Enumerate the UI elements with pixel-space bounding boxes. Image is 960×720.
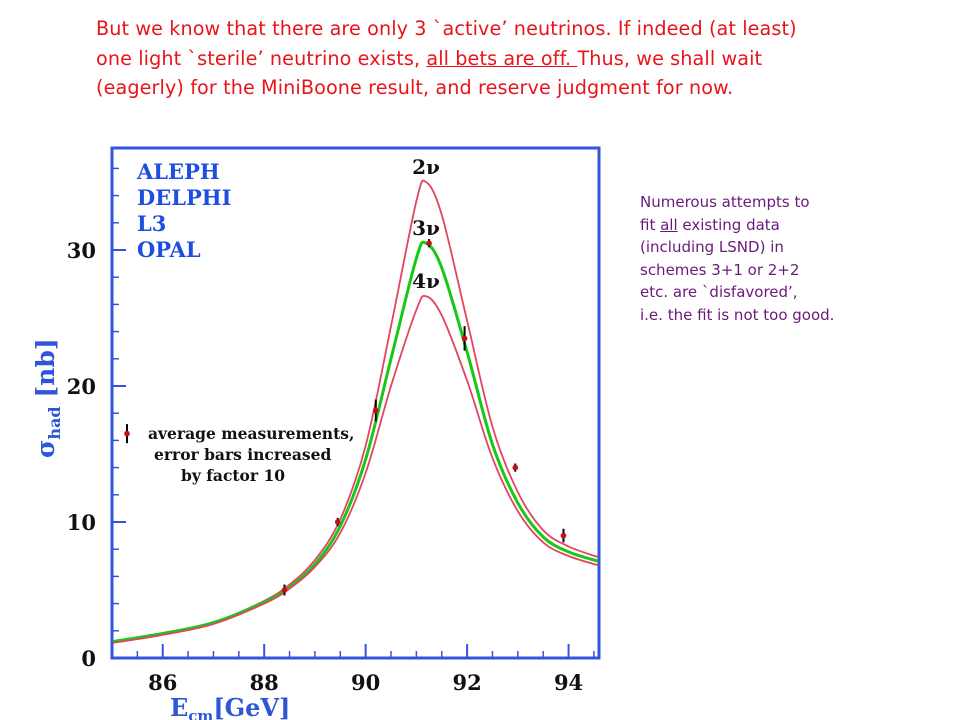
- z-lineshape-chart: 86 88 90 92 94 0 10 20 30 2ν 3ν 4ν ALEPHDELPHIL3OPAL…: [31, 146, 601, 720]
- side-note-all-word: all: [660, 215, 678, 234]
- top-line-1: But we know that there are only 3 `activ…: [96, 17, 797, 40]
- legend-experiment: DELPHI: [137, 185, 231, 210]
- data-point: [334, 519, 341, 525]
- data-point: [461, 335, 468, 342]
- curve-label-3nu: 3ν: [412, 216, 440, 240]
- legend-note-line: by factor 10: [181, 466, 285, 485]
- y-axis-label: σhad [nb]: [31, 338, 64, 458]
- curve-label-4nu: 4ν: [412, 269, 440, 293]
- y-tick-label: 20: [67, 374, 96, 399]
- y-axis-label-main: σ: [31, 440, 60, 458]
- x-axis-label-main: E: [170, 693, 188, 720]
- y-tick-label: 10: [67, 510, 96, 535]
- data-point: [372, 407, 379, 414]
- legend-experiment: ALEPH: [136, 159, 220, 184]
- y-axis-label-unit: [nb]: [31, 338, 60, 406]
- x-tick-label: 86: [148, 670, 177, 695]
- data-point: [281, 587, 288, 593]
- data-point: [512, 464, 519, 471]
- y-tick-label: 30: [67, 238, 96, 263]
- side-note-line-2-end: existing data: [677, 215, 780, 234]
- x-axis-label-sub: cm: [188, 707, 213, 720]
- top-line-3: (eagerly) for the MiniBoone result, and …: [96, 76, 734, 99]
- side-note: Numerous attempts to fit all existing da…: [640, 191, 940, 327]
- data-point: [560, 532, 567, 539]
- legend-experiment: OPAL: [137, 237, 201, 262]
- top-commentary: But we know that there are only 3 `activ…: [96, 14, 946, 103]
- side-note-line-3: (including LSND) in: [640, 238, 784, 257]
- x-axis-label: Ecm[GeV]: [170, 693, 290, 720]
- top-line-2: one light `sterile’ neutrino exists, all…: [96, 44, 946, 74]
- top-line-2-start: one light `sterile’ neutrino exists,: [96, 46, 427, 70]
- side-note-line-5: etc. are `disfavored’,: [640, 283, 798, 302]
- plot-frame: [110, 146, 601, 660]
- x-tick-label: 90: [351, 670, 380, 695]
- data-point: [426, 240, 432, 246]
- curve-3nu: [113, 240, 598, 644]
- curve-4nu: [113, 294, 598, 644]
- legend-marker: [124, 430, 130, 437]
- all-bets-off-phrase: all bets are off.: [426, 46, 578, 70]
- side-note-line-1: Numerous attempts to: [640, 193, 810, 211]
- side-note-line-2-start: fit: [640, 215, 661, 234]
- curve-label-2nu: 2ν: [412, 155, 440, 179]
- legend-experiment: L3: [137, 211, 166, 236]
- x-tick-label: 92: [452, 670, 481, 695]
- side-note-line-6: i.e. the fit is not too good.: [640, 305, 835, 324]
- side-note-line-2: fit all existing data: [640, 214, 940, 237]
- legend-note-line: average measurements,: [148, 424, 354, 443]
- side-note-line-4: schemes 3+1 or 2+2: [640, 260, 800, 279]
- top-line-2-end: Thus, we shall wait: [577, 46, 763, 70]
- x-axis-label-unit: [GeV]: [213, 693, 290, 720]
- x-tick-label: 88: [250, 670, 279, 695]
- y-tick-label: 0: [81, 646, 96, 671]
- legend-note-line: error bars increased: [154, 445, 332, 464]
- y-axis-label-sub: had: [45, 406, 64, 439]
- x-tick-label: 94: [554, 670, 583, 695]
